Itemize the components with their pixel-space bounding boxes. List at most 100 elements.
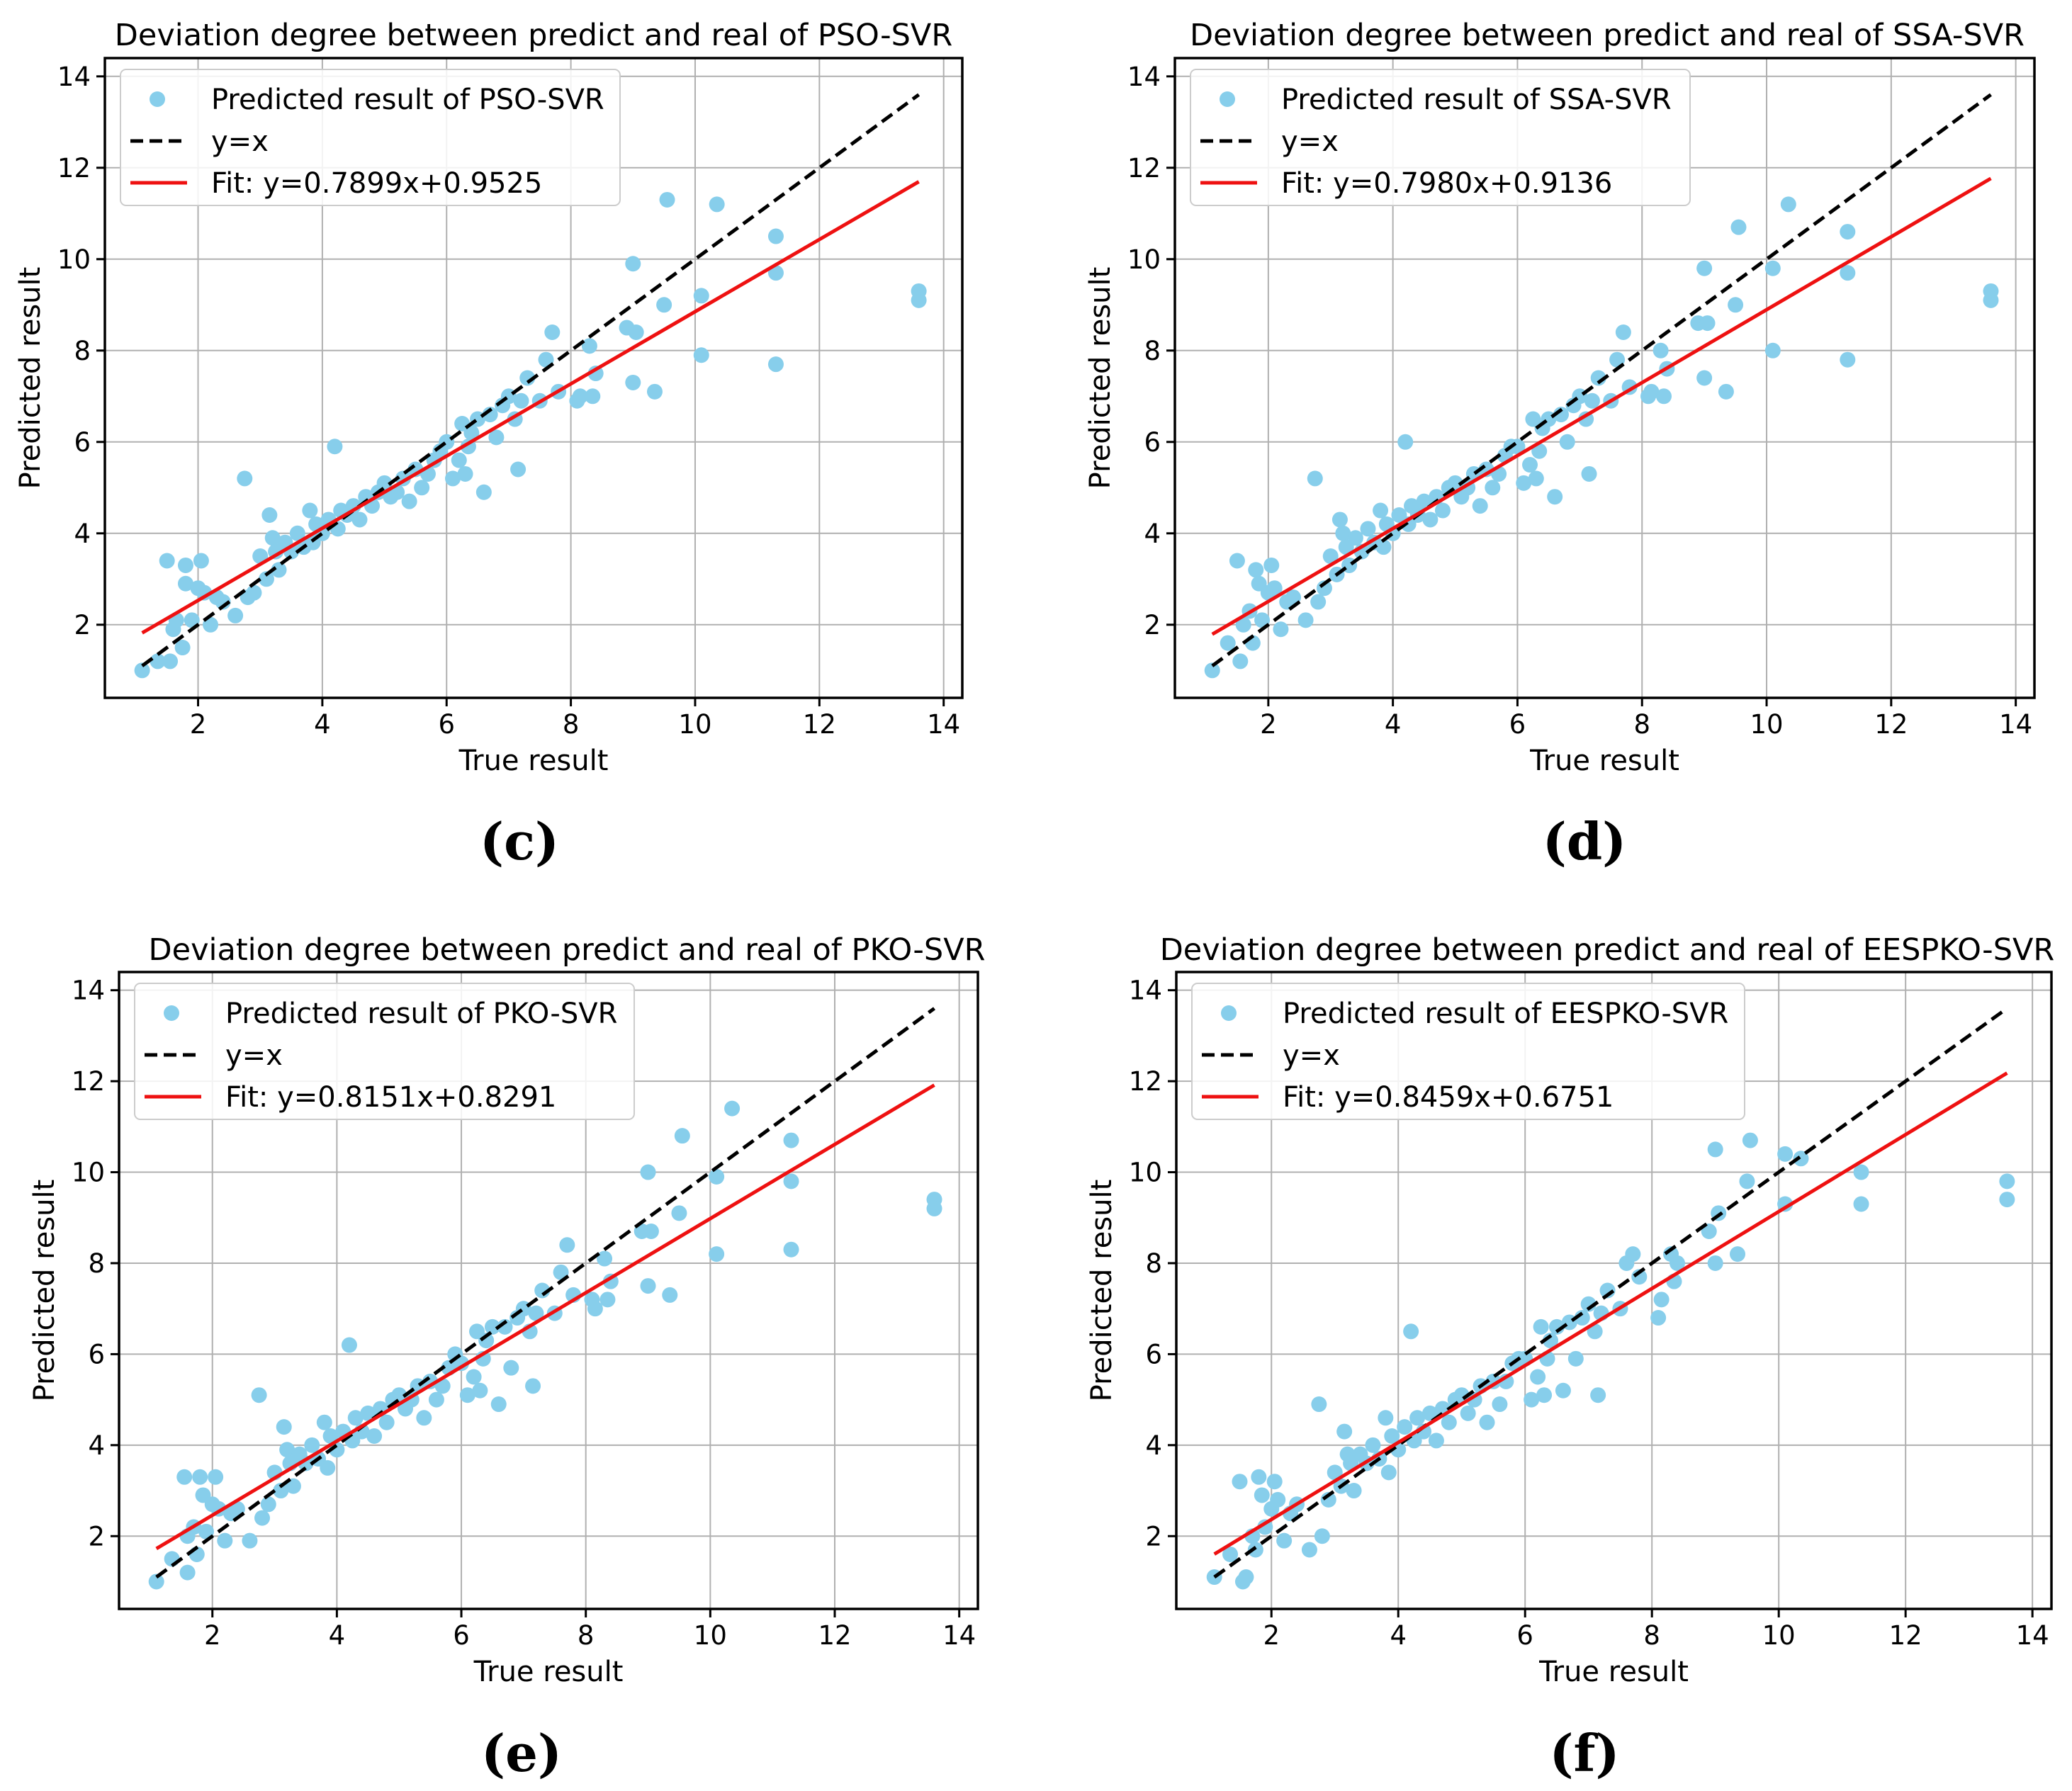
data-point — [709, 196, 725, 213]
data-point — [193, 553, 209, 569]
data-point — [1232, 1474, 1248, 1490]
data-point — [254, 1510, 270, 1526]
data-point — [1547, 489, 1563, 505]
y-tick-label: 8 — [1145, 1248, 1162, 1279]
x-axis-label: True result — [1538, 1656, 1689, 1688]
data-point — [1232, 653, 1249, 669]
data-point — [227, 607, 244, 623]
data-point — [1311, 1396, 1327, 1413]
legend-fit-label: Fit: y=0.7899x+0.9525 — [211, 167, 542, 200]
data-point — [1840, 224, 1856, 240]
data-point — [179, 1564, 196, 1581]
data-point — [1777, 1146, 1794, 1162]
data-point — [320, 1459, 336, 1476]
y-tick-label: 2 — [1145, 1521, 1162, 1552]
data-point — [203, 616, 219, 633]
data-point — [1983, 292, 1999, 308]
x-tick-label: 8 — [578, 1620, 595, 1651]
data-point — [625, 374, 641, 390]
x-tick-label: 6 — [453, 1620, 470, 1651]
data-point — [1707, 1255, 1723, 1271]
data-point — [1625, 1246, 1641, 1262]
data-point — [1310, 594, 1327, 610]
y-tick-label: 6 — [1145, 1339, 1162, 1369]
data-point — [376, 475, 393, 491]
data-point — [1235, 616, 1251, 633]
panel-caption: (f) — [1549, 1723, 1619, 1783]
legend-scatter-label: Predicted result of PSO-SVR — [211, 84, 604, 116]
data-point — [1669, 1255, 1685, 1271]
x-tick-label: 4 — [329, 1620, 346, 1651]
panel-caption: (c) — [480, 811, 559, 871]
x-tick-label: 12 — [1874, 709, 1908, 740]
data-point — [177, 575, 193, 592]
data-point — [1793, 1151, 1809, 1167]
data-point — [260, 1496, 276, 1513]
data-point — [1335, 525, 1351, 541]
plot-frame — [1173, 57, 2036, 699]
x-tick-label: 8 — [1633, 709, 1650, 740]
data-point — [640, 1278, 656, 1294]
data-point — [587, 1301, 603, 1317]
chart-title: Deviation degree between predict and rea… — [149, 932, 986, 968]
data-point — [1307, 470, 1323, 487]
data-point — [1853, 1164, 1869, 1180]
y-tick-label: 10 — [72, 1158, 105, 1188]
data-point — [1422, 512, 1438, 528]
data-point — [572, 388, 588, 405]
data-point — [1220, 635, 1236, 651]
data-point — [298, 1455, 314, 1471]
fit-line — [1213, 1071, 2008, 1556]
x-tick-label: 10 — [1750, 709, 1783, 740]
legend-fit-label: Fit: y=0.8459x+0.6751 — [1283, 1081, 1614, 1114]
legend-scatter-marker — [164, 1005, 179, 1021]
data-point — [198, 1523, 214, 1539]
fit-line — [141, 180, 920, 635]
data-point — [1739, 1173, 1755, 1190]
chart-title: Deviation degree between predict and rea… — [1190, 18, 2025, 53]
data-point — [1266, 580, 1283, 597]
x-tick-label: 6 — [1516, 1620, 1533, 1651]
data-point — [1276, 1532, 1293, 1549]
data-point — [538, 351, 554, 368]
y-tick-label: 2 — [1144, 610, 1161, 640]
data-point — [656, 297, 672, 313]
x-tick-label: 10 — [1762, 1620, 1796, 1651]
x-tick-label: 12 — [1889, 1620, 1922, 1651]
legend-identity-label: y=x — [1283, 1039, 1340, 1072]
y-tick-label: 14 — [1127, 62, 1161, 92]
data-point — [1696, 370, 1713, 386]
data-point — [1524, 1391, 1540, 1408]
y-tick-label: 4 — [88, 1430, 105, 1461]
data-point — [783, 1173, 799, 1190]
data-point — [150, 653, 166, 669]
x-axis-label: True result — [458, 745, 609, 777]
data-point — [341, 1337, 357, 1353]
legend-scatter-marker — [1220, 91, 1235, 107]
data-point — [1485, 480, 1501, 496]
data-point — [1373, 502, 1389, 519]
data-point — [1653, 1292, 1670, 1308]
x-tick-label: 14 — [927, 709, 960, 740]
data-point — [196, 584, 213, 601]
data-point — [484, 1318, 500, 1335]
legend-scatter-label: Predicted result of PKO-SVR — [225, 998, 617, 1030]
data-point — [459, 1387, 475, 1403]
data-point — [177, 557, 193, 573]
data-point — [534, 1282, 551, 1299]
data-point — [401, 493, 417, 509]
data-point — [1434, 502, 1451, 519]
data-point — [1301, 1542, 1317, 1558]
data-point — [1380, 1464, 1397, 1481]
data-point — [246, 584, 262, 601]
identity-line — [141, 93, 920, 667]
data-point — [1764, 342, 1781, 358]
y-tick-label: 8 — [88, 1248, 105, 1279]
data-point — [1777, 1196, 1794, 1212]
data-point — [585, 388, 601, 405]
data-point — [1492, 1396, 1508, 1413]
data-point — [1314, 1528, 1330, 1544]
legend-fit-label: Fit: y=0.8151x+0.8291 — [225, 1081, 556, 1114]
data-point — [559, 1237, 575, 1253]
data-point — [1266, 1474, 1283, 1490]
